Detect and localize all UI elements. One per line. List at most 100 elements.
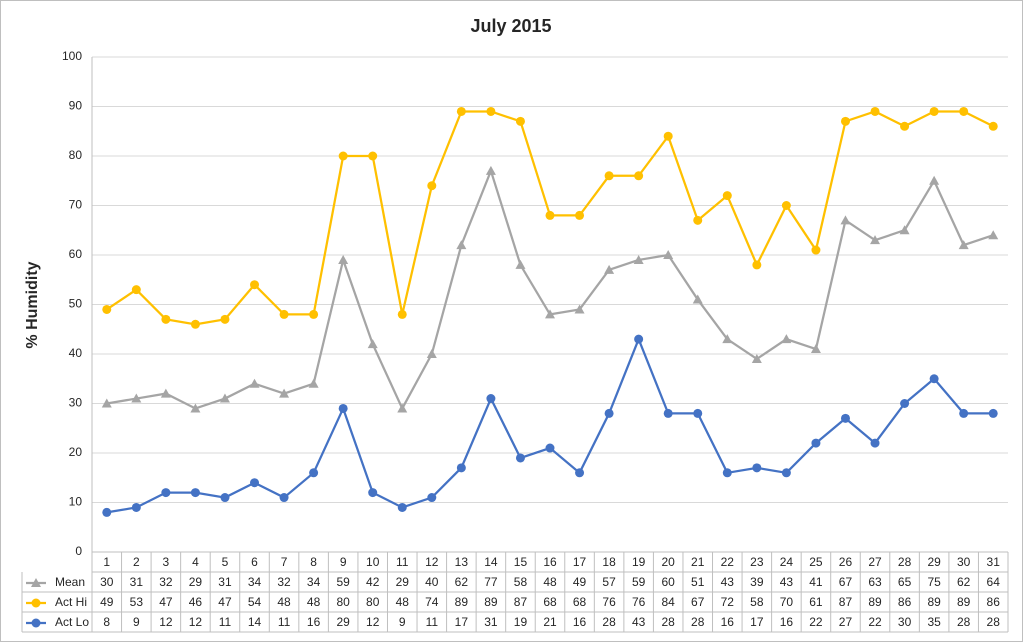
x-tick-label: 16 [543,555,557,569]
marker [929,175,940,185]
table-value: 58 [514,575,528,589]
marker [545,210,555,220]
marker [752,260,762,270]
marker [160,388,171,398]
x-tick-label: 3 [163,555,170,569]
x-tick-label: 28 [898,555,912,569]
chart-title: July 2015 [470,16,551,36]
table-value: 29 [189,575,203,589]
marker [219,393,230,403]
marker [958,240,969,250]
table-value: 72 [721,595,735,609]
table-value: 14 [248,615,262,629]
x-tick-label: 6 [251,555,258,569]
marker [692,294,703,304]
marker [367,339,378,349]
x-tick-label: 4 [192,555,199,569]
table-value: 11 [426,615,439,629]
table-value: 62 [455,575,469,589]
marker [574,304,585,314]
legend-label: Act Lo [55,615,89,629]
table-value: 28 [957,615,971,629]
table-value: 49 [573,575,587,589]
x-tick-label: 7 [281,555,288,569]
table-value: 48 [543,575,557,589]
table-value: 12 [366,615,380,629]
marker [663,408,673,418]
marker [250,478,260,488]
marker [959,106,969,116]
marker [338,254,349,264]
table-value: 28 [691,615,705,629]
x-tick-label: 29 [927,555,941,569]
table-value: 16 [721,615,735,629]
x-tick-label: 23 [750,555,764,569]
marker [368,151,378,161]
x-tick-label: 20 [662,555,676,569]
table-value: 62 [957,575,971,589]
table-value: 31 [218,575,232,589]
marker [131,285,141,295]
table-value: 11 [219,615,232,629]
table-value: 17 [455,615,469,629]
table-value: 54 [248,595,262,609]
table-value: 47 [159,595,173,609]
marker [368,488,378,498]
x-tick-label: 11 [396,555,409,569]
marker [959,408,969,418]
y-tick-label: 40 [69,346,83,360]
table-value: 43 [632,615,646,629]
table-value: 87 [839,595,853,609]
table-value: 84 [662,595,676,609]
x-tick-label: 10 [366,555,380,569]
marker [397,309,407,319]
table-value: 41 [809,575,823,589]
marker [604,408,614,418]
table-value: 29 [396,575,410,589]
table-value: 67 [691,595,705,609]
legend-label: Act Hi [55,595,87,609]
marker [988,121,998,131]
table-value: 59 [632,575,646,589]
marker [722,191,732,201]
marker [31,598,41,608]
table-value: 42 [366,575,380,589]
table-value: 19 [514,615,528,629]
marker [308,378,319,388]
marker [781,201,791,210]
table-value: 34 [307,575,321,589]
marker [426,349,437,358]
marker [456,240,467,250]
table-value: 89 [455,595,469,609]
table-value: 48 [396,595,410,609]
table-value: 61 [809,595,823,609]
table-value: 43 [780,575,794,589]
table-value: 68 [573,595,587,609]
table-value: 47 [218,595,232,609]
table-value: 22 [809,615,823,629]
table-value: 28 [662,615,676,629]
marker [161,488,171,498]
marker [752,463,762,473]
marker [751,353,762,363]
marker [604,264,615,274]
marker [220,314,230,324]
marker [545,309,555,319]
marker [899,225,910,235]
marker [397,403,408,413]
marker [722,334,733,344]
marker [781,468,791,478]
marker [781,334,792,344]
table-value: 63 [868,575,882,589]
marker [131,502,141,512]
marker [249,378,260,388]
table-value: 22 [868,615,882,629]
table-value: 87 [514,595,528,609]
marker [161,314,171,324]
x-tick-label: 2 [133,555,140,569]
table-value: 17 [750,615,764,629]
legend-label: Mean [55,575,85,589]
marker [840,215,851,225]
y-tick-label: 10 [69,495,83,509]
